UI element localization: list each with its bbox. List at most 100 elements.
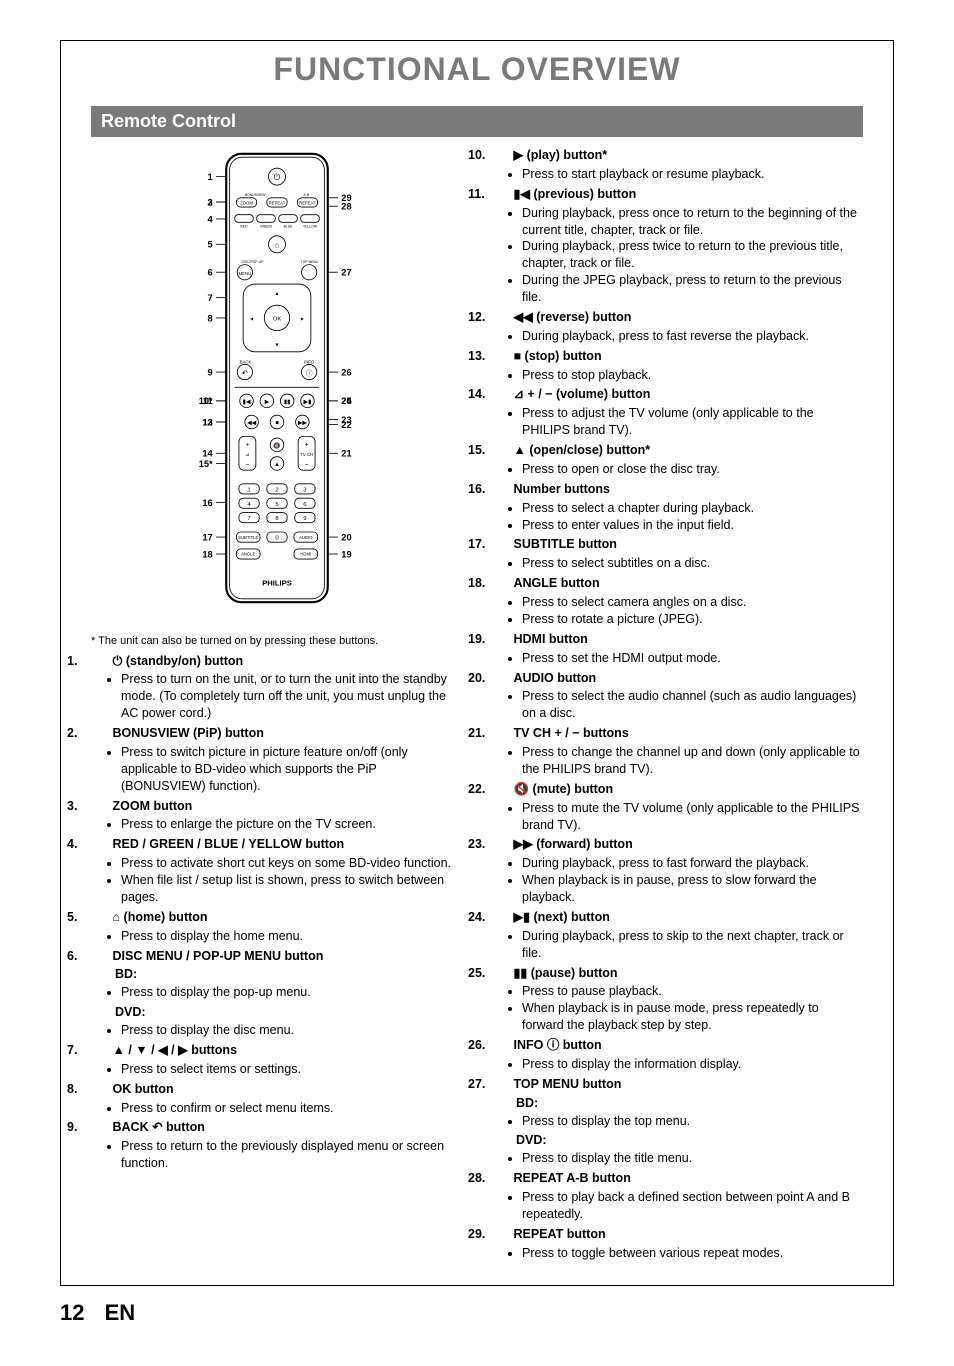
svg-text:18: 18 xyxy=(202,549,212,559)
svg-text:19: 19 xyxy=(341,549,351,559)
button-sub: During playback, press once to return to… xyxy=(522,205,863,239)
svg-text:INFO: INFO xyxy=(304,360,315,365)
svg-text:▶▶: ▶▶ xyxy=(297,421,307,427)
svg-text:22: 22 xyxy=(341,420,351,430)
button-sub: Press to activate short cut keys on some… xyxy=(121,855,462,872)
svg-text:REPEAT: REPEAT xyxy=(299,201,316,206)
button-sub: Press to display the top menu. xyxy=(522,1113,863,1130)
button-subhead: DVD: xyxy=(492,1132,863,1149)
svg-text:▶▮: ▶▮ xyxy=(303,399,311,405)
button-sub: Press to switch picture in picture featu… xyxy=(121,744,462,795)
svg-text:BACK: BACK xyxy=(239,360,251,365)
left-column: ⏻ BONUSVIEW A-B ZOOM REPEAT REPEAT RED G… xyxy=(91,147,462,1265)
svg-text:3: 3 xyxy=(303,487,307,493)
svg-text:8: 8 xyxy=(275,516,279,522)
svg-text:GREEN: GREEN xyxy=(259,224,272,228)
button-item: 5. ⌂ (home) button xyxy=(91,909,462,926)
svg-text:HDMI: HDMI xyxy=(300,552,311,557)
button-sub: Press to start playback or resume playba… xyxy=(522,166,863,183)
svg-text:SUBTITLE: SUBTITLE xyxy=(238,535,258,540)
button-item: 24. ▶▮ (next) button xyxy=(492,909,863,926)
button-sub: Press to select a chapter during playbac… xyxy=(522,500,863,517)
svg-text:TV CH: TV CH xyxy=(300,452,313,457)
button-subhead: DVD: xyxy=(91,1004,462,1021)
svg-text:−: − xyxy=(304,462,308,469)
left-button-list: 1. ⏻ (standby/on) buttonPress to turn on… xyxy=(91,653,462,1173)
svg-text:1: 1 xyxy=(247,487,250,493)
svg-text:⏻: ⏻ xyxy=(273,172,280,182)
svg-text:◂: ◂ xyxy=(250,316,253,322)
button-subhead: BD: xyxy=(91,966,462,983)
svg-text:28: 28 xyxy=(341,202,351,212)
page-border: FUNCTIONAL OVERVIEW Remote Control ⏻ BON… xyxy=(60,40,894,1286)
button-item: 19. HDMI button xyxy=(492,631,863,648)
button-sub: Press to display the title menu. xyxy=(522,1150,863,1167)
svg-text:6: 6 xyxy=(303,502,307,508)
button-sub: Press to display the information display… xyxy=(522,1056,863,1073)
svg-text:13: 13 xyxy=(202,417,212,427)
svg-text:7: 7 xyxy=(247,516,250,522)
svg-text:2: 2 xyxy=(275,487,278,493)
svg-text:A-B: A-B xyxy=(303,193,309,197)
svg-text:1: 1 xyxy=(207,172,212,182)
button-sub: Press to enlarge the picture on the TV s… xyxy=(121,816,462,833)
svg-text:🔇: 🔇 xyxy=(273,441,281,449)
button-sub: During playback, press twice to return t… xyxy=(522,238,863,272)
button-sub: Press to confirm or select menu items. xyxy=(121,1100,462,1117)
svg-text:−: − xyxy=(245,462,249,469)
button-sub: Press to pause playback. xyxy=(522,983,863,1000)
button-sub: During the JPEG playback, press to retur… xyxy=(522,272,863,306)
button-sub: Press to toggle between various repeat m… xyxy=(522,1245,863,1262)
svg-text:BLUE: BLUE xyxy=(283,224,293,228)
svg-text:REPEAT: REPEAT xyxy=(268,201,285,206)
button-sub: Press to change the channel up and down … xyxy=(522,744,863,778)
page-language: EN xyxy=(105,1300,136,1325)
button-item: 15. ▲ (open/close) button* xyxy=(492,442,863,459)
button-item: 10. ▶ (play) button* xyxy=(492,147,863,164)
svg-text:⊿: ⊿ xyxy=(245,452,249,458)
svg-text:◀◀: ◀◀ xyxy=(247,421,257,427)
button-item: 7. ▲ / ▼ / ◀ / ▶ buttons xyxy=(91,1042,462,1059)
button-item: 21. TV CH + / − buttons xyxy=(492,725,863,742)
button-item: 1. ⏻ (standby/on) button xyxy=(91,653,462,670)
button-sub: Press to turn on the unit, or to turn th… xyxy=(121,671,462,722)
svg-text:ⓘ: ⓘ xyxy=(305,369,312,377)
svg-text:OK: OK xyxy=(272,316,281,322)
button-sub: Press to enter values in the input field… xyxy=(522,517,863,534)
button-sub: Press to select subtitles on a disc. xyxy=(522,555,863,572)
button-sub: Press to select the audio channel (such … xyxy=(522,688,863,722)
button-sub: Press to select camera angles on a disc. xyxy=(522,594,863,611)
svg-text:RED: RED xyxy=(240,224,248,228)
svg-text:9: 9 xyxy=(303,516,306,522)
svg-text:▶: ▶ xyxy=(264,399,269,405)
content-columns: ⏻ BONUSVIEW A-B ZOOM REPEAT REPEAT RED G… xyxy=(91,147,863,1265)
page-number-block: 12 EN xyxy=(60,1300,894,1326)
page-title: FUNCTIONAL OVERVIEW xyxy=(91,51,863,88)
svg-text:24: 24 xyxy=(341,396,352,406)
svg-text:6: 6 xyxy=(207,268,212,278)
button-sub: Press to adjust the TV volume (only appl… xyxy=(522,405,863,439)
button-item: 13. ■ (stop) button xyxy=(492,348,863,365)
svg-text:26: 26 xyxy=(341,367,351,377)
svg-text:11: 11 xyxy=(202,396,212,406)
svg-text:▮▮: ▮▮ xyxy=(283,399,290,405)
button-sub: Press to mute the TV volume (only applic… xyxy=(522,800,863,834)
button-item: 23. ▶▶ (forward) button xyxy=(492,836,863,853)
right-button-list: 10. ▶ (play) button* Press to start playb… xyxy=(492,147,863,1262)
button-item: 3. ZOOM button xyxy=(91,798,462,815)
button-sub: During playback, press to fast forward t… xyxy=(522,855,863,872)
button-item: 20. AUDIO button xyxy=(492,670,863,687)
svg-text:+: + xyxy=(304,442,308,449)
svg-text:17: 17 xyxy=(202,532,212,542)
svg-text:3: 3 xyxy=(207,197,212,207)
button-item: 12. ◀◀ (reverse) button xyxy=(492,309,863,326)
button-sub: Press to display the home menu. xyxy=(121,928,462,945)
button-subhead: BD: xyxy=(492,1095,863,1112)
button-item: 6. DISC MENU / POP-UP MENU button xyxy=(91,948,462,965)
button-item: 26. INFO ⓘ button xyxy=(492,1037,863,1054)
svg-text:PHILIPS: PHILIPS xyxy=(262,578,292,587)
svg-text:0: 0 xyxy=(275,536,279,542)
svg-text:YELLOW: YELLOW xyxy=(302,224,317,228)
svg-text:↶: ↶ xyxy=(241,368,248,377)
button-item: 4. RED / GREEN / BLUE / YELLOW button xyxy=(91,836,462,853)
